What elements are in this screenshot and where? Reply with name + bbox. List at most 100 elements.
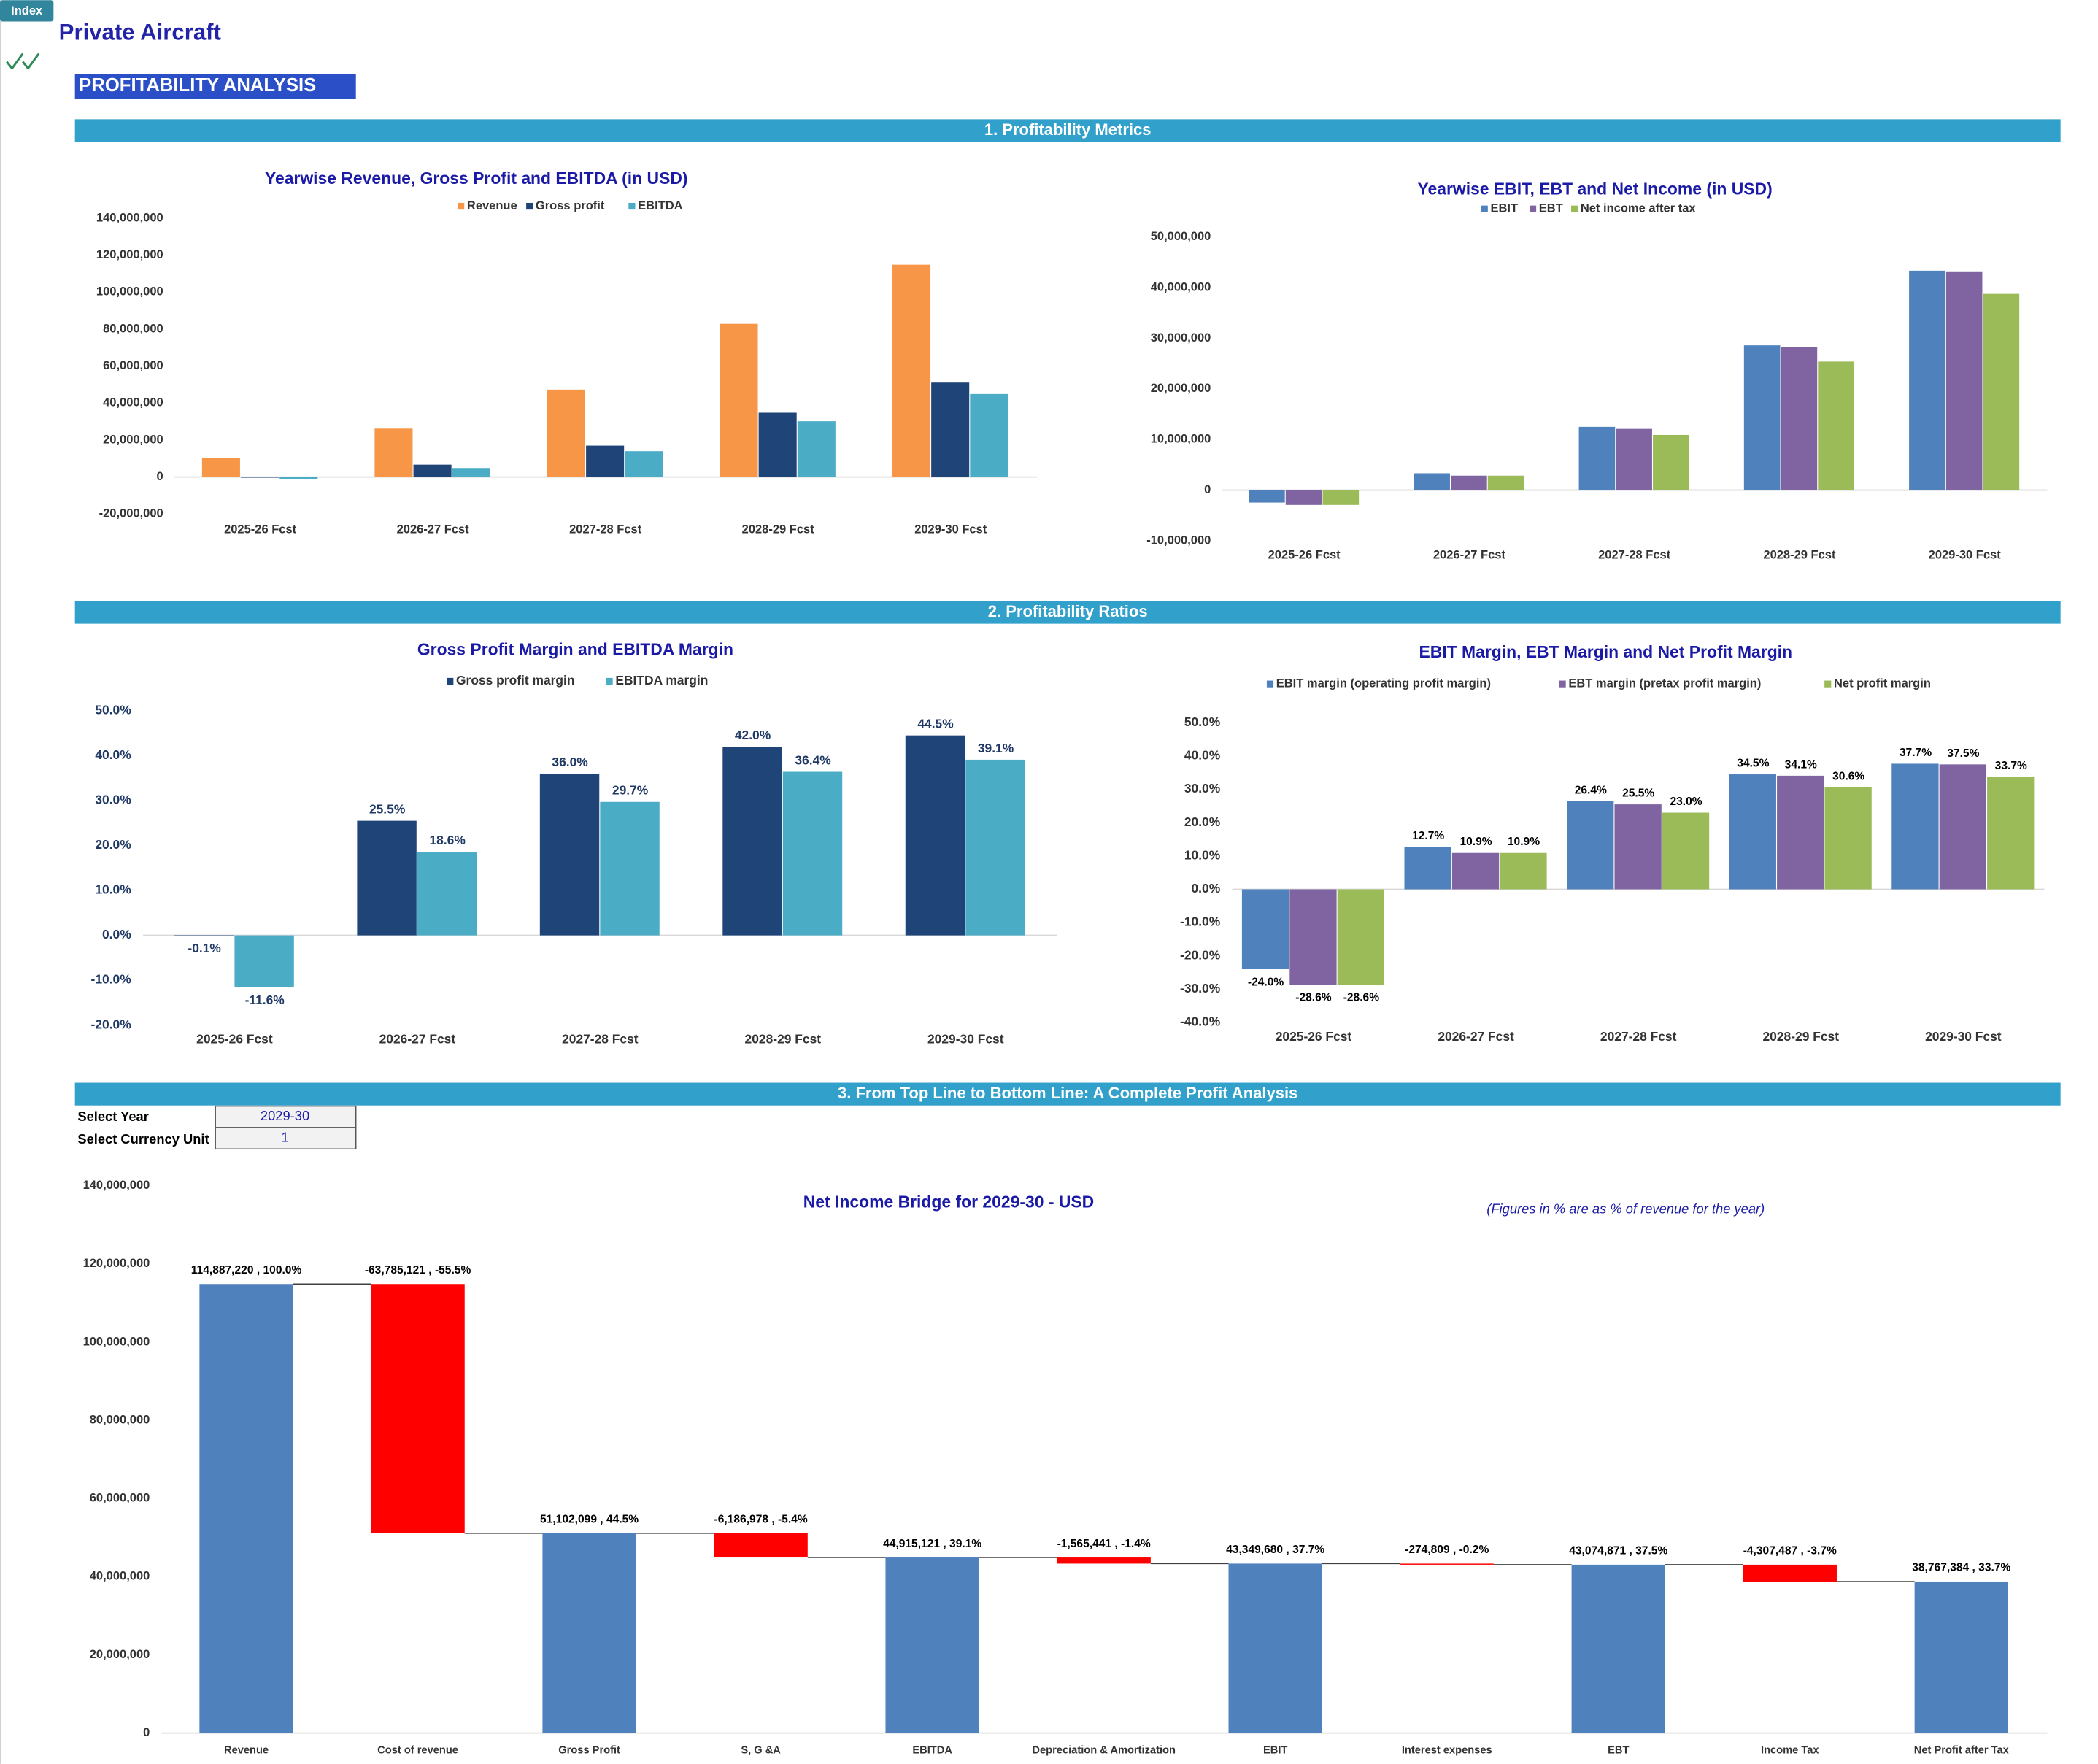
bar [1983,293,2020,490]
legend-swatch [1266,680,1274,688]
data-label: -0.1% [188,941,221,955]
index-tab-label[interactable]: Index [11,4,43,18]
y-tick-label: 20,000,000 [1151,382,1211,395]
legend-swatch [1481,205,1488,212]
bar [1743,345,1781,490]
bar [1241,889,1289,970]
legend-label: Net income after tax [1581,202,1697,215]
bar [714,1533,808,1558]
bar [1567,801,1614,890]
data-label: 43,349,680 , 37.7% [1226,1544,1324,1556]
data-label: 44.5% [917,717,954,731]
bar [1228,1563,1322,1733]
bar [452,468,490,477]
bar [1662,812,1710,890]
selector-input[interactable] [215,1105,357,1128]
chart-title: Gross Profit Margin and EBITDA Margin [417,639,733,658]
x-tick-label: 2027-28 Fcst [562,1031,639,1046]
y-tick-label: 0.0% [1192,881,1221,896]
index-tab[interactable] [0,0,54,22]
bar [1614,804,1662,890]
y-tick-label: 0 [1204,483,1211,496]
legend-swatch [447,677,454,685]
bar [1487,475,1524,490]
data-label: -4,307,487 , -3.7% [1743,1545,1837,1557]
section-title: 1. Profitability Metrics [984,120,1152,139]
bar [1578,426,1616,490]
data-label: 42.0% [735,728,771,742]
selector-label: Select Year [77,1109,149,1124]
data-label: 43,074,871 , 37.5% [1569,1545,1667,1557]
data-label: 23.0% [1670,796,1702,808]
bar [797,421,836,477]
x-tick-label: 2029-30 Fcst [914,523,987,536]
x-tick-label: 2026-27 Fcst [1438,1029,1514,1044]
data-label: 39.1% [978,741,1014,755]
x-tick-label: Interest expenses [1402,1744,1492,1756]
y-tick-label: 120,000,000 [96,248,163,261]
chart-title: Yearwise Revenue, Gross Profit and EBITD… [265,169,688,188]
data-label: 25.5% [1622,787,1654,800]
legend-swatch [1529,205,1537,212]
data-label: -24.0% [1248,976,1284,988]
bar [1616,428,1652,490]
data-label: 36.4% [795,752,831,767]
y-tick-label: 10.0% [95,882,131,897]
y-tick-label: 40,000,000 [90,1570,150,1583]
bar [547,389,585,477]
y-tick-label: 0 [143,1726,150,1739]
bar [600,801,660,936]
bar [539,773,600,936]
bar [1451,475,1487,490]
y-tick-label: -30.0% [1180,981,1221,995]
bar [782,771,843,936]
data-label: 114,887,220 , 100.0% [191,1264,302,1276]
y-tick-label: 140,000,000 [96,211,163,224]
heading: PROFITABILITY ANALYSIS [79,75,316,96]
y-tick-label: 100,000,000 [96,285,163,299]
bar [1781,347,1818,490]
section-title: 3. From Top Line to Bottom Line: A Compl… [838,1084,1297,1102]
bar [1500,852,1547,890]
y-tick-label: -20,000,000 [99,507,163,520]
y-tick-label: 30.0% [1184,781,1221,796]
x-tick-label: Net Profit after Tax [1914,1744,2010,1756]
bar [1824,787,1872,890]
x-tick-label: 2025-26 Fcst [1276,1029,1352,1044]
bar [1729,774,1776,890]
x-tick-label: Cost of revenue [377,1744,458,1756]
bar [371,1284,465,1533]
bar [1289,889,1337,985]
selector-value[interactable]: 2029-30 [261,1108,309,1123]
heading-box [74,74,356,99]
bar [722,747,782,936]
y-tick-label: 40,000,000 [1151,280,1211,293]
data-label: -274,809 , -0.2% [1405,1544,1489,1556]
data-label: 26.4% [1575,784,1607,796]
data-label: 37.5% [1947,747,1979,760]
y-tick-label: 140,000,000 [83,1179,150,1192]
y-tick-label: 40.0% [1184,748,1221,763]
selector-label: Select Currency Unit [77,1131,209,1147]
bar [586,445,625,477]
selector-value[interactable]: 1 [281,1129,288,1144]
bar [1337,889,1384,985]
bar [970,393,1008,477]
check-icon [6,53,24,71]
data-label: 38,767,384 , 33.7% [1912,1562,2010,1574]
selector-input[interactable] [215,1127,357,1150]
x-tick-label: S, G &A [741,1744,781,1756]
data-label: 44,915,121 , 39.1% [883,1538,981,1550]
x-tick-label: 2028-29 Fcst [745,1031,822,1046]
y-tick-label: -10.0% [91,972,132,987]
bar [931,382,970,477]
chart-note: (Figures in % are as % of revenue for th… [1486,1201,1765,1217]
data-label: -63,785,121 , -55.5% [365,1264,471,1276]
y-tick-label: 20,000,000 [103,433,163,446]
data-label: 12.7% [1412,830,1444,842]
data-label: -11.6% [245,993,285,1007]
x-tick-label: 2029-30 Fcst [1925,1029,2002,1044]
chart-title: Net Income Bridge for 2029-30 - USD [803,1193,1094,1212]
y-tick-label: 0 [157,470,163,483]
